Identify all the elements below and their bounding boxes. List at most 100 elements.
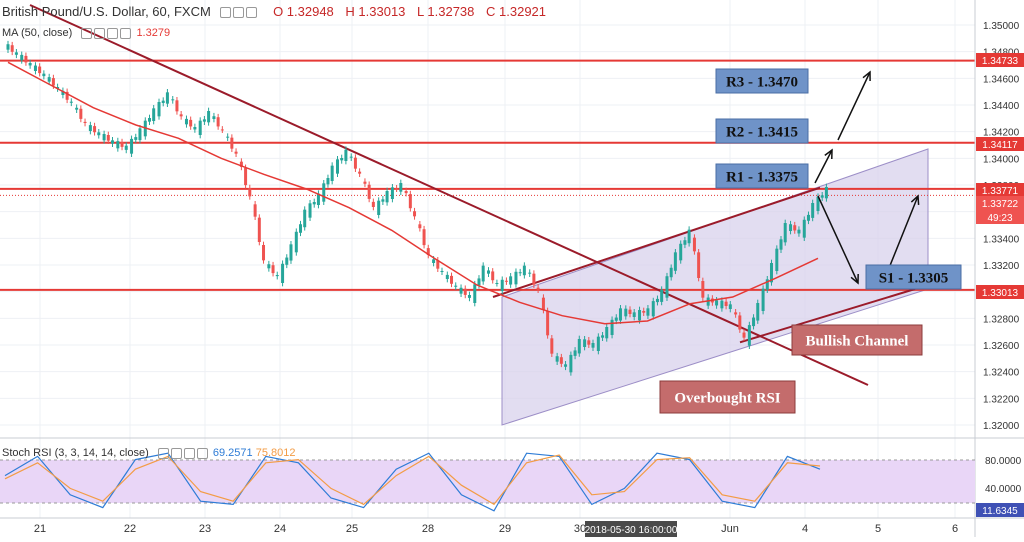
header-icons[interactable] (220, 4, 259, 19)
close-icon[interactable] (183, 447, 195, 459)
candle-body (257, 217, 261, 242)
time-tick-label: 22 (124, 523, 136, 535)
candle-body (111, 140, 115, 144)
candle-body (761, 288, 765, 311)
candle-body (330, 165, 334, 181)
candle-body (157, 102, 161, 117)
candle-body (353, 157, 357, 169)
time-tick-label: Jun (721, 523, 739, 535)
more-icon[interactable] (196, 447, 208, 459)
rsi-d-value: 75.8012 (255, 447, 296, 459)
time-tick-label: 29 (499, 523, 511, 535)
price-tick-label: 1.33200 (983, 261, 1020, 272)
settings-icon[interactable] (233, 7, 245, 19)
candle-body (528, 272, 532, 274)
candle-body (248, 188, 252, 197)
candle-body (239, 161, 243, 167)
candle-body (289, 244, 293, 261)
candle-body (605, 327, 609, 339)
time-tick-label: 28 (422, 523, 434, 535)
candle-body (614, 317, 618, 321)
candle-body (377, 200, 381, 215)
candle-body (275, 275, 279, 277)
candle-body (564, 364, 568, 367)
ma-label: MA (50, close) (2, 27, 73, 39)
candle-body (322, 183, 326, 202)
close-icon[interactable] (107, 27, 119, 39)
candle-body (756, 303, 760, 321)
candle-body (522, 265, 526, 276)
candle-body (212, 116, 216, 119)
candle-body (230, 137, 234, 149)
candle-body (326, 178, 330, 185)
candle-body (715, 300, 719, 306)
price-tick-label: 1.32400 (983, 368, 1020, 379)
candle-body (487, 270, 491, 274)
downtrend-line (29, 4, 869, 386)
candle-body (65, 91, 69, 100)
candle-body (175, 100, 179, 112)
candle-body (450, 275, 454, 284)
candle-body (308, 203, 312, 218)
candle-body (83, 121, 87, 123)
more-icon[interactable] (120, 27, 132, 39)
eye-icon[interactable] (81, 27, 93, 39)
settings-icon[interactable] (94, 27, 106, 39)
bullish-channel-annotation-label: Bullish Channel (806, 334, 909, 350)
price-marker-label: 1.33722 (982, 199, 1019, 210)
candle-body (436, 260, 440, 269)
candle-body (802, 219, 806, 238)
candle-body (399, 183, 403, 192)
eye-icon[interactable] (220, 7, 232, 19)
ma-icons[interactable] (81, 27, 133, 39)
candle-body (42, 73, 46, 77)
candle-body (285, 257, 289, 265)
candle-body (628, 309, 632, 314)
overbought-rsi-annotation-box (659, 380, 796, 414)
candle-body (536, 287, 540, 290)
candle-body (824, 187, 828, 199)
candle-body (349, 156, 353, 158)
candle-body (432, 259, 436, 263)
rsi-d-line (4, 454, 821, 506)
settings-icon[interactable] (170, 447, 182, 459)
candle-body (738, 315, 742, 330)
candle-body (97, 132, 101, 136)
candle-body (124, 145, 128, 150)
price-tick-label: 1.35000 (983, 21, 1020, 32)
candle-body (491, 271, 495, 281)
candle-body (184, 118, 188, 125)
r3-annotation-box (715, 68, 809, 94)
price-marker-box (976, 210, 1024, 224)
candle-body (179, 114, 183, 117)
candle-body (697, 252, 701, 278)
candle-body (358, 171, 362, 174)
eye-icon[interactable] (157, 447, 169, 459)
arrow-to-s1-head (850, 273, 859, 285)
candle-body (481, 265, 485, 282)
candle-body (253, 204, 257, 217)
candle-body (207, 111, 211, 123)
candle-body (102, 134, 106, 141)
candle-body (679, 243, 683, 261)
r1-annotation-box (715, 163, 809, 189)
candle-body (20, 54, 24, 61)
candle-body (793, 225, 797, 231)
close-icon[interactable] (246, 7, 258, 19)
candle-body (765, 279, 769, 290)
candle-body (673, 252, 677, 271)
time-tick-label: 4 (802, 523, 808, 535)
candle-body (467, 295, 471, 298)
candle-body (198, 120, 202, 135)
candle-body (294, 231, 298, 253)
rsi-tick-label: 40.0000 (985, 484, 1022, 495)
r2-annotation-label: R2 - 1.3415 (726, 125, 798, 141)
time-tick-label: 23 (199, 523, 211, 535)
candle-body (93, 126, 97, 133)
r1-annotation-label: R1 - 1.3375 (726, 170, 798, 186)
price-tick-label: 1.34600 (983, 74, 1020, 85)
candle-body (509, 276, 513, 285)
rsi-icons[interactable] (157, 447, 210, 459)
arrow-to-r3-head (862, 70, 871, 82)
